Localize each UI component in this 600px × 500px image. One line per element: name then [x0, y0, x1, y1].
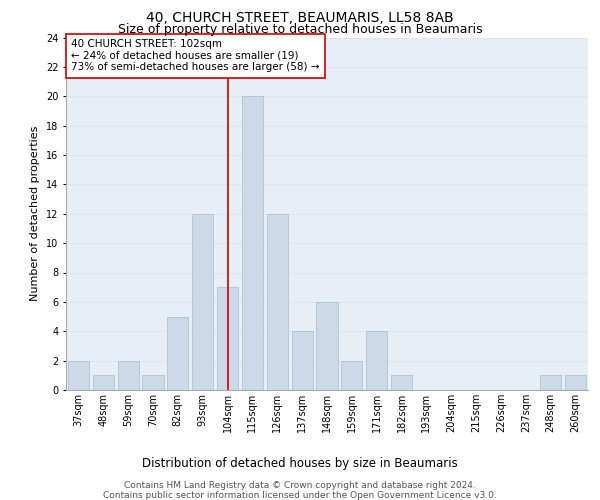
Text: Distribution of detached houses by size in Beaumaris: Distribution of detached houses by size … [142, 458, 458, 470]
Bar [118, 360, 139, 390]
Bar [242, 96, 263, 390]
Bar [167, 316, 188, 390]
Bar [93, 376, 114, 390]
Text: 40 CHURCH STREET: 102sqm
← 24% of detached houses are smaller (19)
73% of semi-d: 40 CHURCH STREET: 102sqm ← 24% of detach… [71, 40, 320, 72]
Bar [565, 376, 586, 390]
Bar [142, 376, 164, 390]
Bar [341, 360, 362, 390]
Bar [540, 376, 561, 390]
Text: Size of property relative to detached houses in Beaumaris: Size of property relative to detached ho… [118, 22, 482, 36]
Text: Contains public sector information licensed under the Open Government Licence v3: Contains public sector information licen… [103, 491, 497, 500]
Bar [68, 360, 89, 390]
Bar [217, 287, 238, 390]
Bar [267, 214, 288, 390]
Y-axis label: Number of detached properties: Number of detached properties [31, 126, 40, 302]
Text: 40, CHURCH STREET, BEAUMARIS, LL58 8AB: 40, CHURCH STREET, BEAUMARIS, LL58 8AB [146, 11, 454, 25]
Bar [366, 331, 387, 390]
Bar [292, 331, 313, 390]
Bar [192, 214, 213, 390]
Text: Contains HM Land Registry data © Crown copyright and database right 2024.: Contains HM Land Registry data © Crown c… [124, 481, 476, 490]
Bar [391, 376, 412, 390]
Bar [316, 302, 338, 390]
